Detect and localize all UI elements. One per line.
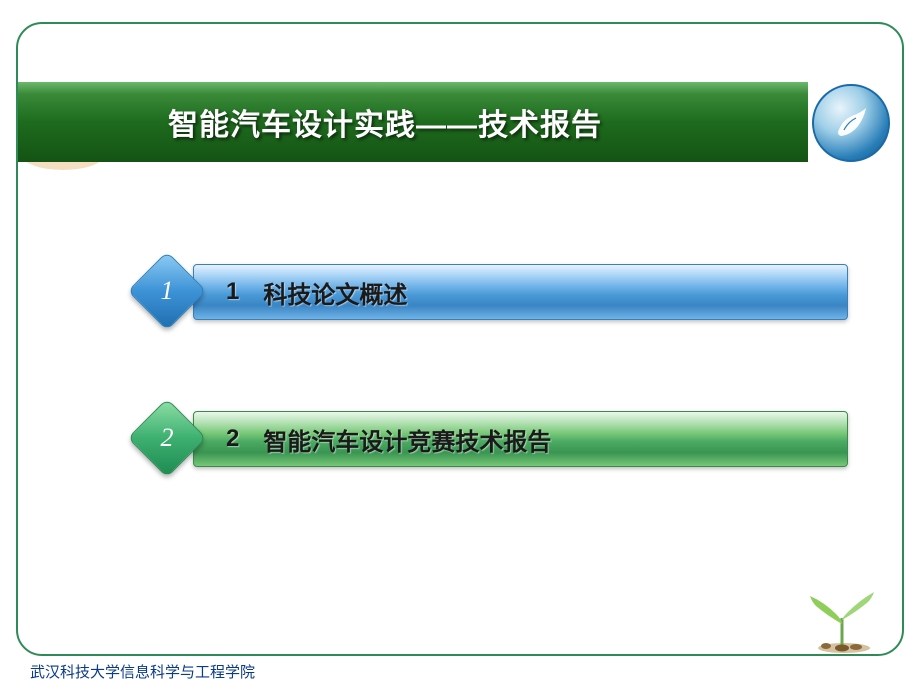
toc-diamond-1: 1 xyxy=(128,252,206,330)
toc-item-1: 1 科技论文概述 1 xyxy=(128,252,848,330)
logo-bird-icon xyxy=(830,102,872,144)
toc-bar-num-1: 1 xyxy=(226,278,239,306)
footer-text: 武汉科技大学信息科学与工程学院 xyxy=(30,661,255,682)
toc-diamond-2: 2 xyxy=(128,399,206,477)
toc-bar-2: 2 智能汽车设计竞赛技术报告 xyxy=(193,411,848,467)
slide-frame: 智能汽车设计实践——技术报告 1 科技论文概述 1 2 智能汽车设计竞赛技术报告… xyxy=(16,22,904,656)
toc-diamond-num-2: 2 xyxy=(161,423,174,453)
toc-bar-1: 1 科技论文概述 xyxy=(193,264,848,320)
university-logo xyxy=(812,84,890,162)
toc-item-2: 2 智能汽车设计竞赛技术报告 2 xyxy=(128,399,848,477)
page-title: 智能汽车设计实践——技术报告 xyxy=(168,100,602,144)
sprout-icon xyxy=(794,584,884,654)
toc-bar-text-1: 科技论文概述 xyxy=(263,275,407,310)
toc-bar-num-2: 2 xyxy=(226,425,239,453)
toc-bar-text-2: 智能汽车设计竞赛技术报告 xyxy=(263,422,551,457)
toc-diamond-num-1: 1 xyxy=(161,276,174,306)
header-banner: 智能汽车设计实践——技术报告 xyxy=(18,82,808,162)
